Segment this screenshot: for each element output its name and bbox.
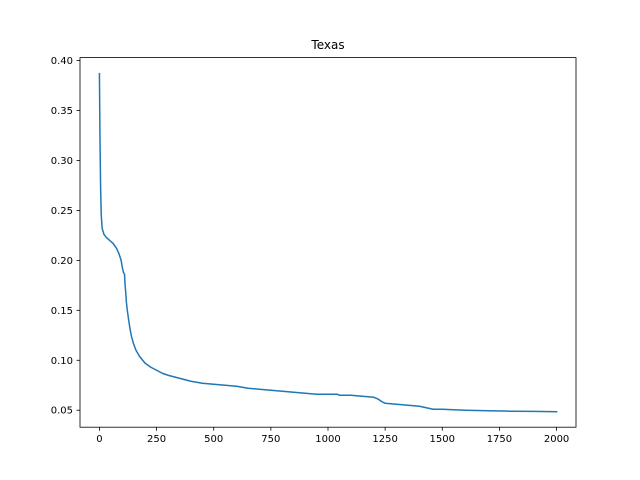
x-tick-label: 250 (147, 434, 166, 445)
y-tick-label: 0.10 (51, 356, 73, 367)
y-tick-label: 0.40 (51, 56, 73, 67)
x-tick-label: 500 (204, 434, 223, 445)
y-axis-ticks: 0.05 0.10 0.15 0.20 0.25 0.30 0.35 0.40 (51, 56, 80, 417)
x-tick-label: 1250 (372, 434, 397, 445)
y-tick-label: 0.30 (51, 156, 73, 167)
x-tick-label: 1000 (315, 434, 340, 445)
x-tick-label: 750 (261, 434, 280, 445)
plot-area (80, 57, 576, 428)
y-tick-label: 0.35 (51, 106, 73, 117)
plot-frame (79, 57, 577, 428)
y-tick-label: 0.15 (51, 306, 73, 317)
series-line (98, 72, 558, 413)
x-axis-ticks: 0 250 500 750 1000 1250 1500 1750 2000 (96, 427, 569, 445)
x-tick-label: 2000 (544, 434, 569, 445)
chart-title: Texas (310, 38, 344, 52)
x-tick-label: 0 (96, 434, 102, 445)
x-tick-label: 1750 (487, 434, 512, 445)
y-tick-label: 0.05 (51, 406, 73, 417)
x-tick-label: 1500 (430, 434, 455, 445)
y-tick-label: 0.20 (51, 256, 73, 267)
y-tick-label: 0.25 (51, 206, 73, 217)
